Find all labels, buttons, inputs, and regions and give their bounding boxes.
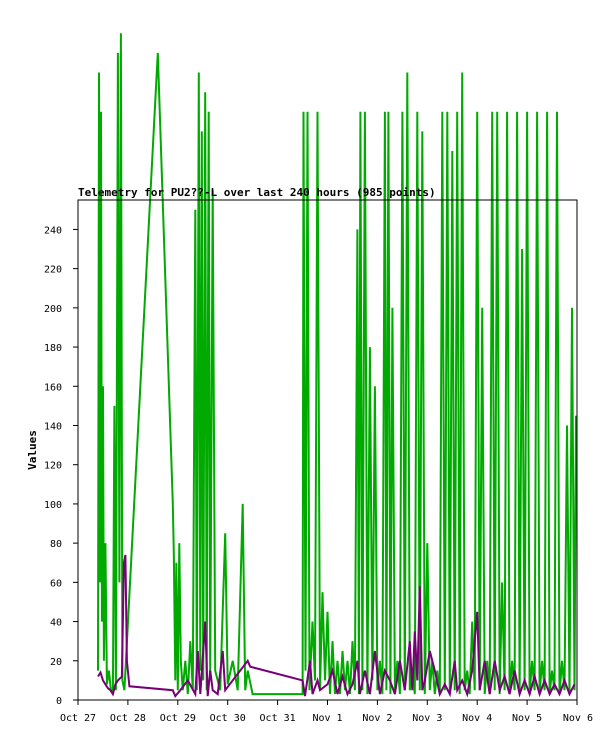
- y-axis-label: Values: [26, 430, 39, 470]
- series-line-1: [97, 33, 577, 696]
- y-tick-label: 80: [50, 539, 62, 550]
- x-tick-label: Nov 6: [563, 713, 593, 724]
- x-tick-label: Oct 31: [260, 713, 296, 724]
- x-tick-label: Nov 3: [412, 713, 442, 724]
- y-tick-label: 200: [44, 304, 62, 315]
- y-tick-label: 20: [50, 657, 62, 668]
- chart-title: Telemetry for PU2??-L over last 240 hour…: [78, 186, 436, 199]
- x-tick-label: Oct 29: [160, 713, 196, 724]
- y-tick-label: 180: [44, 343, 62, 354]
- x-tick-label: Oct 28: [110, 713, 146, 724]
- y-tick-label: 240: [44, 225, 62, 236]
- x-tick-label: Nov 5: [512, 713, 542, 724]
- y-tick-label: 60: [50, 578, 62, 589]
- x-tick-label: Nov 1: [312, 713, 342, 724]
- x-axis: Oct 27 Oct 28 Oct 29 Oct 30 Oct 31 Nov 1 Nov 2…: [60, 700, 593, 724]
- x-tick-label: Oct 30: [210, 713, 246, 724]
- series-layer: [97, 33, 577, 698]
- y-tick-label: 140: [44, 421, 62, 432]
- y-tick-label: 100: [44, 500, 62, 511]
- y-tick-label: 120: [44, 461, 62, 472]
- series-line-2: [97, 554, 576, 698]
- y-tick-label: 40: [50, 618, 62, 629]
- y-axis: 0 20 40 60 80 100 120 140 160 180 200 220 240: [44, 225, 78, 707]
- y-tick-label: 220: [44, 265, 62, 276]
- x-tick-label: Nov 4: [462, 713, 492, 724]
- x-tick-label: Oct 27: [60, 713, 96, 724]
- y-tick-label: 160: [44, 382, 62, 393]
- x-tick-label: Nov 2: [362, 713, 392, 724]
- y-tick-label: 0: [56, 696, 62, 707]
